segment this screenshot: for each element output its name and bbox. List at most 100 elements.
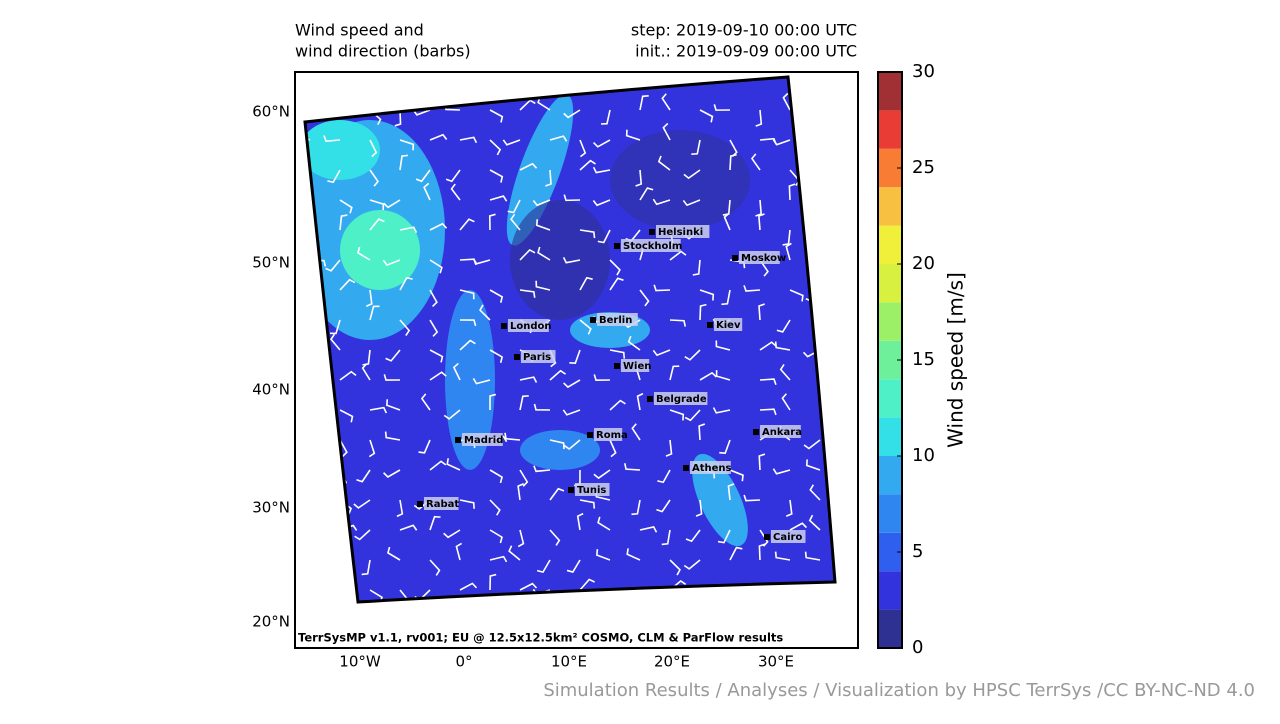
- wind-barb: [805, 459, 821, 471]
- title: Wind speed and: [295, 21, 424, 40]
- wind-barb: [488, 213, 496, 231]
- wind-barb: [429, 133, 448, 141]
- lon-label: 10°W: [339, 653, 381, 671]
- wind-barb: [479, 304, 491, 321]
- wind-barb: [429, 289, 438, 308]
- city-marker: [590, 317, 596, 323]
- wind-barb: [596, 549, 611, 561]
- wind-barb: [627, 335, 641, 351]
- wind-barb: [549, 487, 565, 501]
- wind-barb: [399, 154, 409, 171]
- wind-barb: [758, 303, 765, 321]
- wind-barb: [533, 403, 551, 411]
- wind-barb: [684, 349, 701, 361]
- wind-barb: [669, 409, 685, 421]
- wind-barb: [713, 104, 731, 111]
- wind-barb: [743, 285, 761, 292]
- wind-barb: [683, 559, 701, 570]
- wind-barb: [657, 155, 671, 171]
- colorbar-segment: [878, 417, 902, 456]
- wind-barb: [549, 135, 568, 142]
- city-label: Rabat: [426, 499, 459, 510]
- city-label: Belgrade: [656, 394, 707, 405]
- city-marker: [455, 437, 461, 443]
- city-marker: [683, 465, 689, 471]
- wind-barb: [429, 559, 441, 576]
- wind-barb: [399, 226, 418, 233]
- wind-barb: [369, 169, 379, 187]
- wind-barb: [597, 516, 611, 531]
- wind-barb: [399, 524, 418, 531]
- colorbar-label: Wind speed [m/s]: [944, 272, 968, 448]
- wind-barb: [489, 195, 508, 202]
- wind-barb: [385, 399, 401, 411]
- lon-label: 0°: [455, 653, 472, 671]
- wind-barb: [545, 169, 552, 187]
- wind-barb: [459, 499, 475, 509]
- lat-label: 30°N: [252, 499, 290, 517]
- wind-barb: [365, 289, 373, 307]
- wind-barb: [383, 374, 401, 381]
- wind-barb: [579, 276, 593, 291]
- wind-barb: [657, 469, 671, 484]
- wind-barb: [517, 483, 524, 501]
- city-label-box: [508, 319, 549, 332]
- wind-barb: [723, 212, 731, 231]
- wind-barb: [429, 259, 443, 274]
- domain-outline: [303, 75, 837, 604]
- lat-label: 40°N: [252, 381, 290, 399]
- colorbar-segment: [878, 571, 902, 610]
- wind-barb: [563, 194, 581, 202]
- wind-barb: [695, 499, 703, 517]
- wind-barb: [669, 250, 687, 261]
- wind-barb: [519, 99, 536, 111]
- city-marker: [501, 323, 507, 329]
- wind-barb: [804, 551, 821, 561]
- wind-barb: [452, 362, 461, 381]
- wind-barb: [721, 289, 731, 306]
- wind-barb: [779, 364, 791, 381]
- wind-barb: [549, 439, 565, 450]
- wind-barb: [699, 303, 707, 321]
- wind-barb: [489, 139, 502, 156]
- wind-barb: [489, 529, 503, 544]
- wind-barb: [339, 409, 354, 423]
- wind-barb: [662, 122, 671, 141]
- wind-barb: [579, 139, 587, 158]
- wind-barb: [653, 284, 671, 292]
- lat-label: 50°N: [252, 254, 290, 272]
- city-label-box: [594, 428, 623, 441]
- wind-barb: [489, 573, 497, 591]
- wind-barb: [489, 393, 497, 411]
- wind-barb: [699, 109, 714, 123]
- wind-barb: [609, 439, 617, 458]
- wind-barb: [809, 484, 821, 501]
- wind-barb: [339, 370, 357, 381]
- colorbar-segment: [878, 494, 902, 533]
- wind-barb: [691, 139, 701, 155]
- wind-barb: [356, 469, 371, 483]
- city-marker: [707, 322, 713, 328]
- wind-barb: [323, 135, 341, 142]
- wind-field: [305, 77, 835, 602]
- wind-barb: [537, 246, 551, 261]
- city-label-box: [656, 225, 710, 238]
- wind-barb: [652, 198, 671, 206]
- colorbar-segment: [878, 609, 902, 648]
- wind-barb: [535, 219, 551, 231]
- wind-barb: [774, 551, 791, 561]
- wind-barb: [776, 319, 791, 333]
- city-marker: [614, 363, 620, 369]
- wind-barb: [592, 139, 611, 148]
- wind-barb: [519, 469, 529, 487]
- wind-barb: [636, 392, 644, 411]
- colorbar-tick-label: 5: [912, 541, 923, 562]
- city-label-box: [621, 359, 650, 372]
- wind-barb: [785, 242, 792, 261]
- wind-barb: [789, 522, 808, 531]
- city-label: Kiev: [716, 320, 741, 331]
- wind-barb: [361, 363, 371, 381]
- wind-barb: [772, 468, 791, 475]
- colorbar-segment: [878, 225, 902, 264]
- colorbar-segment: [878, 456, 902, 495]
